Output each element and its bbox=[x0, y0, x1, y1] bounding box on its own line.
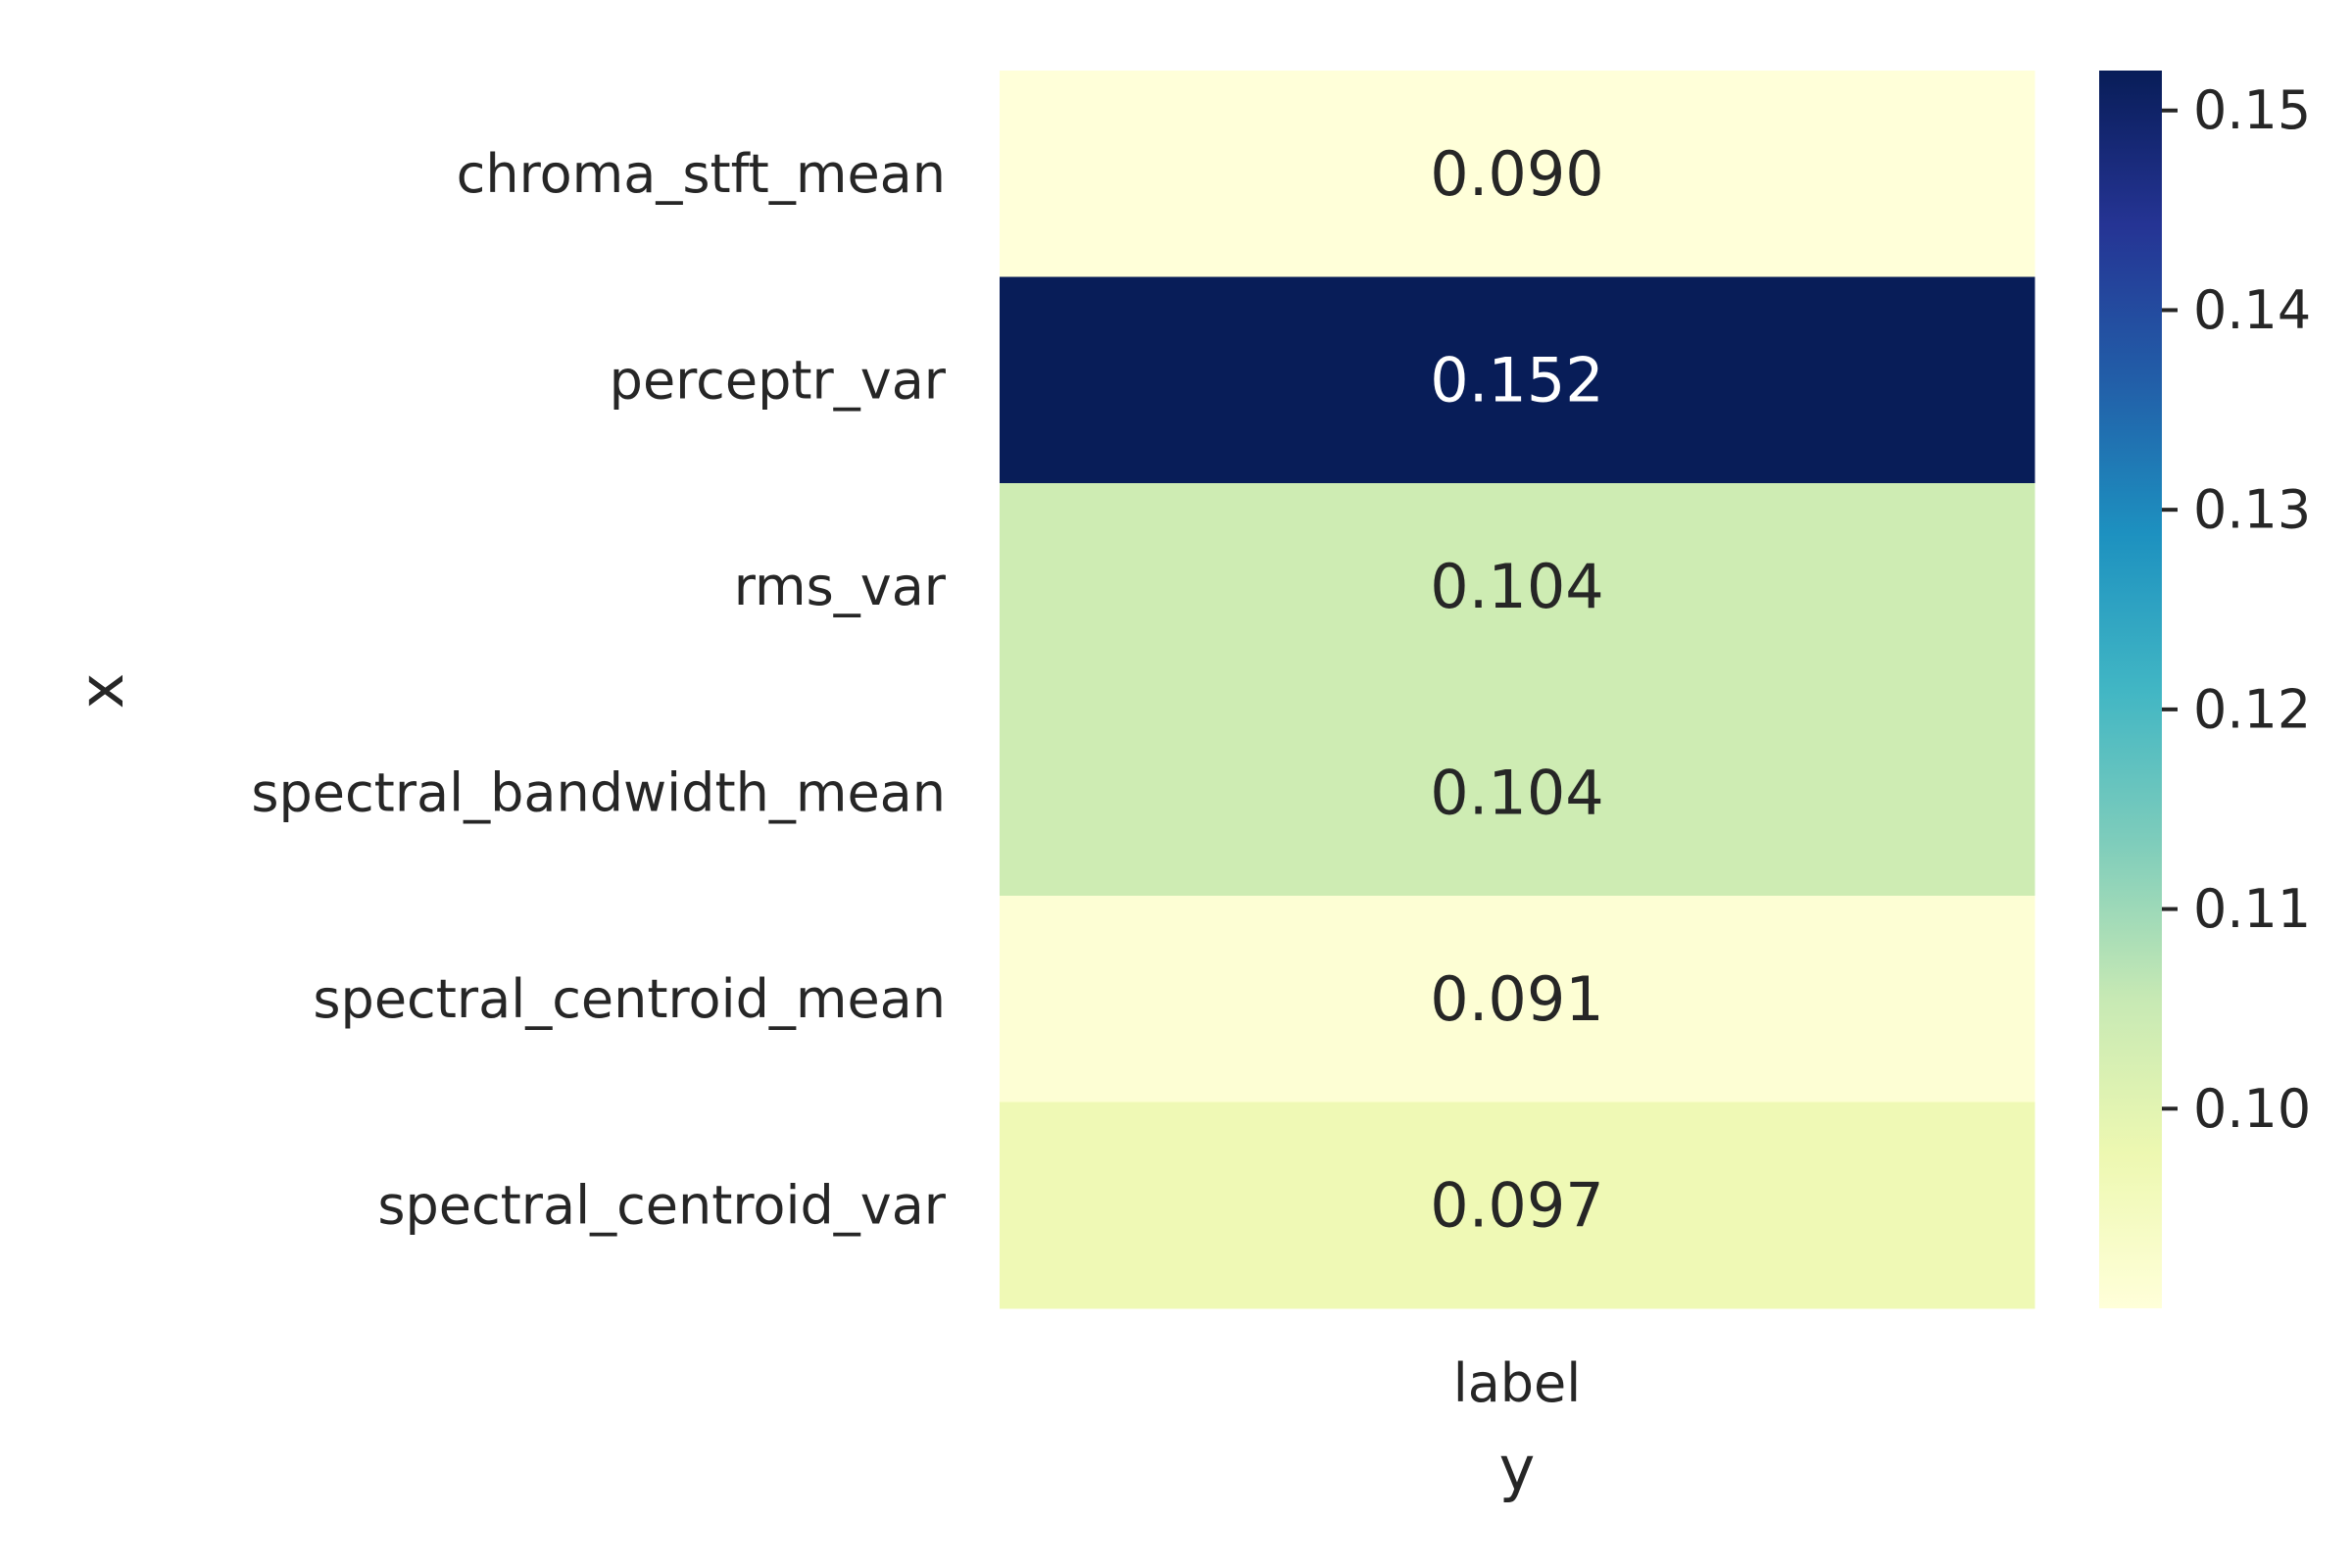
row-tick-label: rms_var bbox=[734, 556, 947, 617]
colorbar-tick-label: 0.14 bbox=[2193, 279, 2311, 341]
row-labels: chroma_stft_mean perceptr_var rms_varspect… bbox=[251, 143, 946, 1237]
column-labels: label bbox=[1453, 1352, 1582, 1414]
heatmap-cell bbox=[1000, 896, 2035, 1102]
cell-value-label: 0.097 bbox=[1430, 1169, 1604, 1241]
heatmap-cell bbox=[1000, 483, 2035, 690]
row-tick-label: chroma_stft_mean bbox=[457, 143, 946, 205]
cell-value-label: 0.090 bbox=[1430, 138, 1604, 210]
colorbar-tick-label: 0.12 bbox=[2193, 678, 2311, 740]
heatmap-cell bbox=[1000, 689, 2035, 897]
heatmap-cell bbox=[1000, 276, 2035, 484]
colorbar-tick-label: 0.10 bbox=[2193, 1078, 2311, 1140]
y-axis-title: x bbox=[66, 673, 137, 710]
cell-value-label: 0.104 bbox=[1430, 757, 1604, 828]
colorbar-tick-label: 0.13 bbox=[2193, 479, 2311, 541]
cell-value-label: 0.104 bbox=[1430, 551, 1604, 622]
cell-value-label: 0.091 bbox=[1430, 963, 1604, 1035]
row-tick-label: spectral_centroid_var bbox=[377, 1174, 946, 1236]
row-tick-label: spectral_centroid_mean bbox=[313, 968, 946, 1030]
colorbar-tick-label: 0.15 bbox=[2193, 79, 2311, 141]
cell-value-label: 0.152 bbox=[1430, 344, 1604, 416]
x-axis-title: y bbox=[1499, 1433, 1536, 1504]
colorbar-scale bbox=[2099, 71, 2162, 1308]
heatmap-cell bbox=[1000, 71, 2035, 277]
row-tick-label: perceptr_var bbox=[610, 349, 947, 411]
column-tick-label: label bbox=[1453, 1352, 1582, 1414]
colorbar: 0.10 0.11 0.12 0.13 0.14 0.15 bbox=[2099, 71, 2311, 1308]
heatmap-cell bbox=[1000, 1102, 2035, 1309]
colorbar-ticks: 0.10 0.11 0.12 0.13 0.14 0.15 bbox=[2162, 79, 2311, 1140]
row-tick-label: spectral_bandwidth_mean bbox=[251, 761, 946, 823]
colorbar-tick-label: 0.11 bbox=[2193, 878, 2311, 940]
heatmap-cells: 0.090 0.152 0.104 0.104 0.091 0.097 bbox=[1000, 71, 2035, 1309]
